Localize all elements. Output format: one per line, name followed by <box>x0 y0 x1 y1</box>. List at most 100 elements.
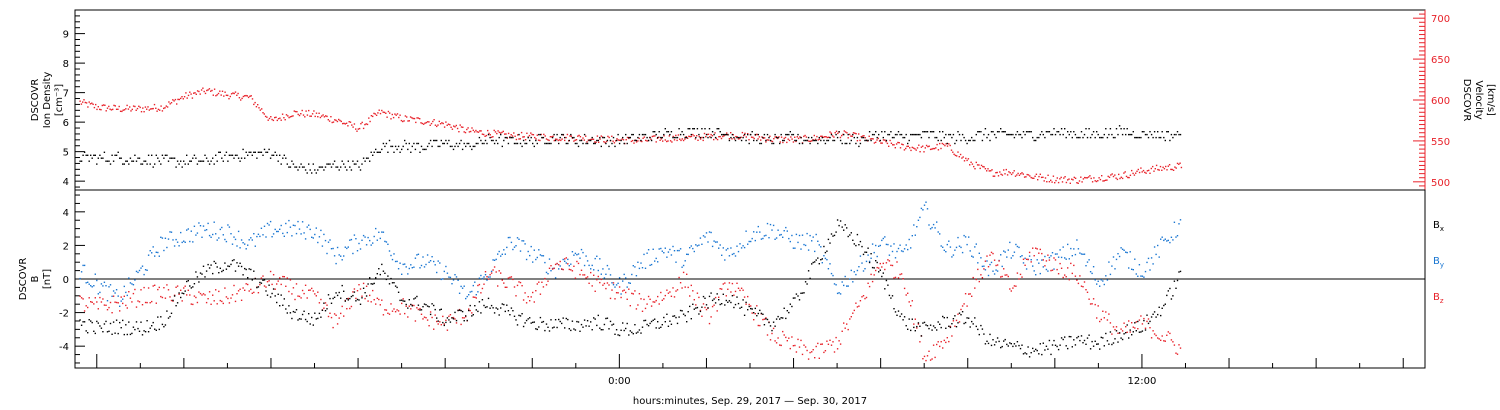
bx-point <box>958 312 961 314</box>
bx-point <box>120 327 122 329</box>
bz-point <box>167 289 170 291</box>
density-point <box>1039 133 1041 136</box>
bz-point <box>487 278 490 280</box>
bz-point <box>140 289 142 291</box>
by-point <box>373 235 375 238</box>
velocity-point <box>186 97 188 99</box>
by-point <box>227 224 229 226</box>
by-point <box>545 271 548 274</box>
bz-point <box>942 347 944 349</box>
density-point <box>617 133 619 136</box>
density-point <box>340 166 342 168</box>
bx-point <box>661 324 663 326</box>
bx-point <box>818 263 820 265</box>
density-point <box>835 133 837 136</box>
density-point <box>1141 131 1144 133</box>
velocity-point <box>160 105 162 107</box>
density-point <box>122 163 124 165</box>
velocity-point <box>672 135 674 138</box>
density-point <box>530 136 532 139</box>
velocity-point <box>997 175 1000 177</box>
bz-point <box>413 304 415 307</box>
bz-point <box>1045 260 1048 262</box>
by-point <box>463 285 465 287</box>
bz-point <box>317 291 319 293</box>
bz-point <box>1102 310 1104 312</box>
velocity-point <box>929 148 932 151</box>
density-point <box>859 142 862 145</box>
bx-point <box>103 323 106 325</box>
bz-point <box>882 262 884 265</box>
by-point <box>202 225 205 227</box>
velocity-point <box>871 138 873 140</box>
bz-point <box>931 358 933 360</box>
bx-point <box>355 300 357 302</box>
by-point <box>413 266 415 268</box>
density-point <box>1167 131 1169 133</box>
by-point <box>577 253 580 255</box>
velocity-point <box>699 138 702 140</box>
bz-point <box>420 313 423 315</box>
by-point <box>733 252 735 255</box>
bx-point <box>570 329 572 332</box>
bx-point <box>490 304 493 307</box>
density-point <box>841 142 843 145</box>
velocity-point <box>296 111 298 113</box>
bx-point <box>637 331 639 333</box>
velocity-point <box>174 98 177 101</box>
bz-point <box>596 279 598 281</box>
bx-point <box>390 277 392 280</box>
by-point <box>696 245 699 247</box>
density-point <box>108 160 110 162</box>
velocity-point <box>146 108 148 110</box>
bx-point <box>686 321 688 323</box>
bottom-panel-points <box>79 201 1182 362</box>
bx-point <box>824 251 827 254</box>
bz-point <box>1146 320 1148 323</box>
velocity-point <box>924 147 926 149</box>
bz-point <box>498 270 500 272</box>
density-point <box>756 139 758 142</box>
by-point <box>907 248 909 251</box>
bx-point <box>196 276 199 278</box>
bz-point <box>660 291 662 294</box>
by-point <box>501 253 503 255</box>
by-point <box>827 268 830 270</box>
velocity-point <box>1014 175 1017 177</box>
by-point <box>292 224 295 226</box>
bx-point <box>425 304 427 306</box>
bz-point <box>397 310 400 312</box>
density-point <box>1009 133 1011 136</box>
by-point <box>981 265 984 268</box>
bz-point <box>1041 252 1043 255</box>
velocity-point <box>544 135 546 137</box>
density-point <box>233 157 235 159</box>
velocity-point <box>366 123 369 126</box>
velocity-point <box>113 104 115 107</box>
velocity-point <box>152 107 154 110</box>
density-point <box>1102 136 1104 139</box>
bz-point <box>763 318 766 320</box>
bx-point <box>983 333 985 335</box>
velocity-tick-label: 650 <box>1431 55 1450 66</box>
velocity-point <box>398 116 400 119</box>
velocity-point <box>632 139 634 142</box>
bx-point <box>1016 341 1019 343</box>
by-point <box>461 287 464 289</box>
bx-point <box>518 314 520 317</box>
density-point <box>228 154 231 156</box>
velocity-point <box>1163 168 1166 170</box>
velocity-point <box>1167 165 1169 167</box>
bx-point <box>742 299 744 301</box>
bz-point <box>922 358 924 360</box>
by-point <box>1164 238 1166 240</box>
by-point <box>1047 270 1049 272</box>
velocity-point <box>594 141 596 143</box>
velocity-point <box>941 142 943 145</box>
bz-point <box>312 290 314 292</box>
by-point <box>568 265 570 267</box>
density-point <box>1150 133 1153 136</box>
by-point <box>420 264 423 267</box>
density-point <box>936 136 938 139</box>
bz-point <box>919 341 921 343</box>
